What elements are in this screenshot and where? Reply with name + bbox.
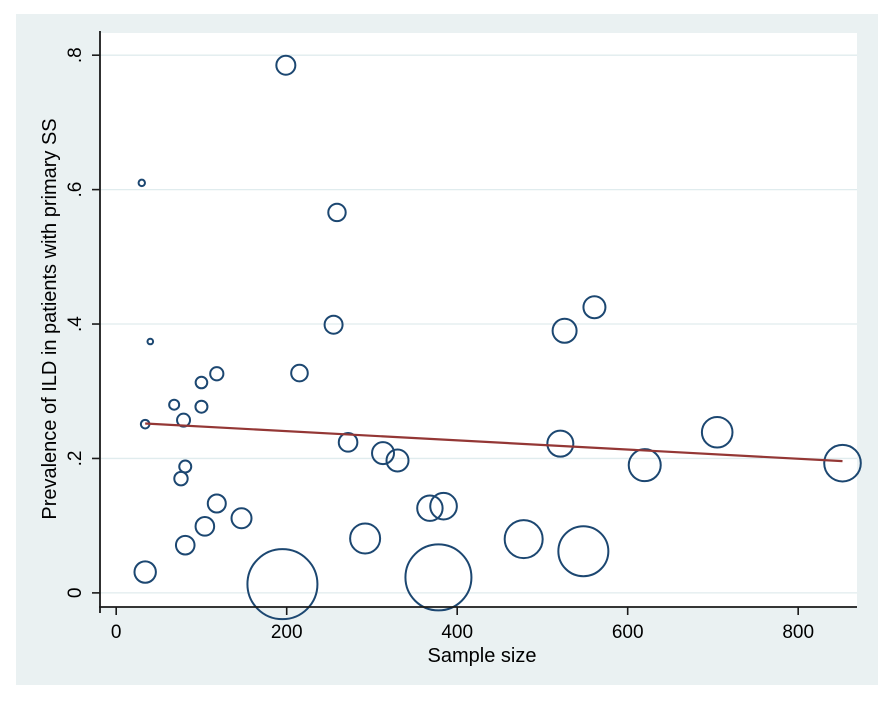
data-bubble [230, 507, 253, 530]
x-tick-label: 800 [782, 622, 814, 643]
data-bubble [385, 448, 410, 473]
data-bubble [546, 429, 575, 458]
data-bubble [209, 366, 225, 382]
data-bubble [337, 432, 359, 453]
regression-line [145, 422, 843, 463]
data-bubble [349, 522, 382, 555]
y-tick-label: .2 [65, 451, 86, 467]
data-bubble [551, 317, 578, 344]
y-tick-label: 0 [65, 588, 86, 599]
data-bubble [174, 534, 196, 556]
data-bubble [194, 516, 216, 537]
data-bubble [146, 337, 155, 346]
data-bubble [206, 493, 227, 514]
data-bubble [416, 494, 444, 522]
data-bubble [582, 295, 607, 320]
data-bubble [503, 519, 544, 560]
data-bubble [246, 548, 319, 621]
data-bubble [429, 491, 458, 521]
data-bubble [137, 178, 146, 188]
data-bubble [323, 314, 344, 335]
data-bubble [700, 415, 734, 449]
y-axis-title: Prevalence of ILD in patients with prima… [39, 118, 61, 519]
x-tick-label: 200 [271, 622, 303, 643]
data-bubble [194, 399, 209, 414]
data-bubble [404, 543, 473, 612]
x-tick-label: 400 [441, 622, 473, 643]
y-tick-label: .6 [65, 182, 86, 198]
data-bubble [173, 470, 189, 487]
data-bubble [557, 525, 610, 578]
x-tick-label: 0 [111, 622, 122, 643]
data-bubble [371, 441, 396, 466]
data-bubble [133, 560, 157, 584]
x-axis-title: Sample size [428, 645, 537, 667]
y-tick-label: .4 [65, 316, 86, 332]
data-bubble [275, 54, 297, 76]
data-bubble [327, 202, 347, 223]
y-tick-label: .8 [65, 47, 86, 63]
data-bubble [168, 398, 181, 411]
data-bubble [194, 375, 209, 390]
data-bubble [290, 363, 309, 383]
data-bubble [627, 448, 662, 483]
chart-generated-layers: 0 200 400 600 800 0 .2 .4 .6 .8 [16, 14, 878, 685]
plot-area [100, 33, 857, 607]
data-bubble [823, 443, 862, 483]
x-tick-label: 600 [612, 622, 644, 643]
